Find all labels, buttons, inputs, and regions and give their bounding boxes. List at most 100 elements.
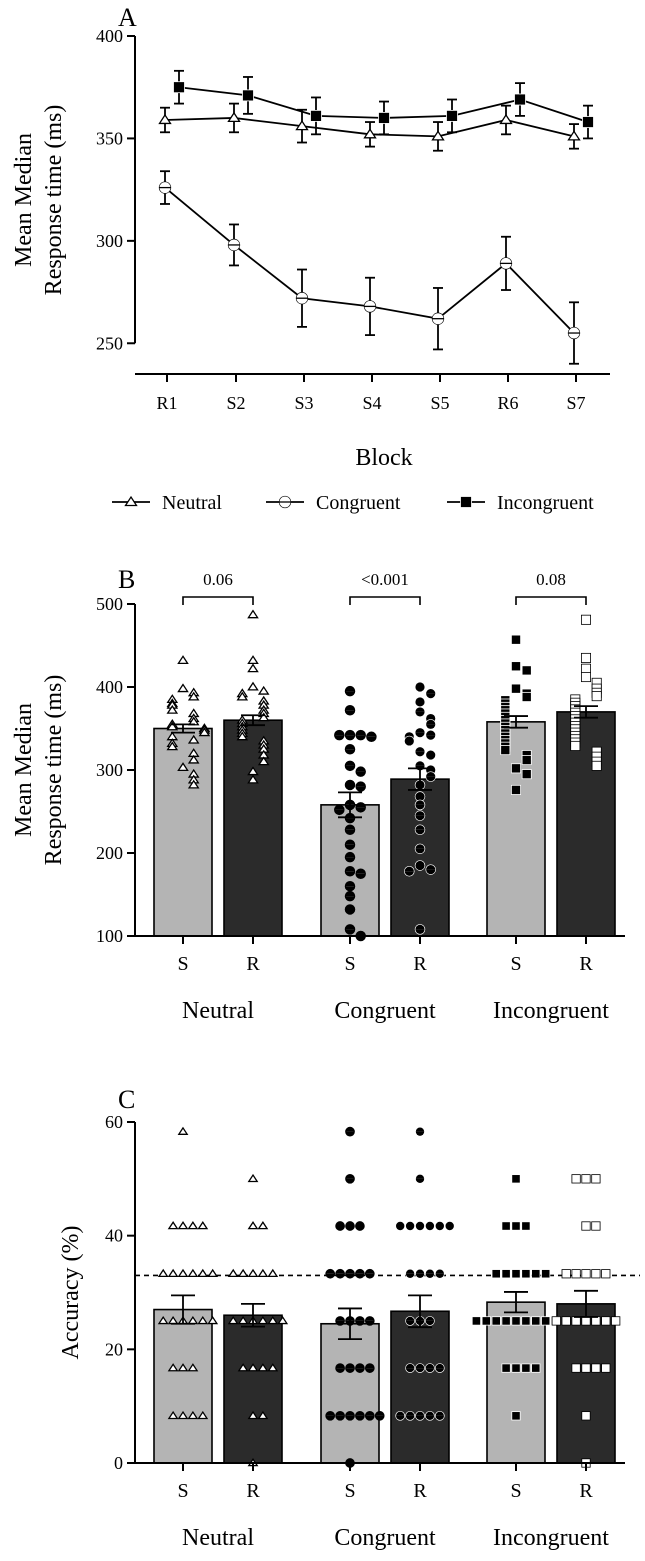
panel-c-data-point xyxy=(561,1316,571,1326)
panel-b-y-axis-title-line: Mean Median xyxy=(11,703,37,837)
panel-b-bar-label: S xyxy=(344,953,355,975)
panel-b-data-point xyxy=(177,762,189,772)
triangle-marker-icon xyxy=(158,113,172,125)
panel-c-y-tick-label: 0 xyxy=(114,1453,123,1473)
panel-b-data-point xyxy=(366,731,377,743)
circle-marker-half-icon xyxy=(415,865,425,871)
panel-b-data-point xyxy=(414,696,426,708)
panel-a-point-incongruent xyxy=(582,116,594,128)
panel-c-data-point xyxy=(571,1363,581,1373)
panel-b-data-point xyxy=(187,734,200,744)
panel-c-data-point xyxy=(167,1268,179,1278)
square-marker-icon xyxy=(501,1221,511,1231)
panel-c-data-point xyxy=(581,1174,591,1184)
panel-b-data-point xyxy=(581,672,592,683)
square-marker-icon xyxy=(481,1316,491,1326)
panel-b-data-point xyxy=(344,839,356,850)
triangle-marker-icon xyxy=(177,1363,189,1372)
panel-c-data-point xyxy=(257,1221,269,1230)
panel-b-data-point xyxy=(344,880,356,892)
circle-marker-half-icon xyxy=(335,1226,345,1231)
panel-b-label: B xyxy=(118,565,135,594)
panel-b-data-point xyxy=(257,685,270,695)
panel-a-y-tick-label: 400 xyxy=(96,26,123,46)
circle-marker-half-icon xyxy=(405,1363,415,1369)
panel-b-bar-neutral-r xyxy=(223,719,283,937)
panel-c-data-point xyxy=(601,1269,611,1279)
circle-marker-half-icon xyxy=(435,1415,444,1421)
panel-a-x-tick-label: S5 xyxy=(430,393,449,413)
circle-marker-half-icon xyxy=(415,829,425,835)
panel-c-data-point xyxy=(257,1410,269,1420)
circle-marker-half-icon xyxy=(335,1363,345,1369)
square-marker-icon xyxy=(173,81,185,94)
panel-c-data-point xyxy=(491,1316,501,1326)
panel-c-data-point xyxy=(177,1268,189,1278)
triangle-marker-icon xyxy=(257,1268,269,1278)
panel-b-data-point xyxy=(414,860,426,871)
panel-c-data-point xyxy=(257,1268,269,1278)
legend-marker-congruent xyxy=(278,495,292,509)
circle-marker-half-icon xyxy=(500,263,512,269)
panel-c-data-point xyxy=(197,1221,209,1230)
circle-marker-half-icon xyxy=(415,732,425,738)
panel-c-data-point xyxy=(247,1363,259,1372)
circle-marker-half-icon xyxy=(365,1411,374,1416)
panel-c-data-point xyxy=(374,1410,385,1421)
panel-c-data-point xyxy=(247,1268,259,1278)
triangle-marker-icon xyxy=(187,1410,199,1420)
panel-b-bar-label: S xyxy=(177,953,188,975)
circle-marker-half-icon xyxy=(345,866,355,872)
circle-marker-half-icon xyxy=(415,815,425,821)
triangle-marker-icon xyxy=(187,1221,199,1230)
triangle-marker-icon xyxy=(247,609,259,619)
circle-marker-half-icon xyxy=(432,313,444,319)
circle-marker-half-icon xyxy=(345,761,355,766)
panel-c-data-point xyxy=(247,1410,259,1420)
panel-b-data-point xyxy=(247,655,259,664)
circle-marker-half-icon xyxy=(415,687,425,692)
panel-c-data-point xyxy=(237,1363,249,1372)
panel-c-data-point xyxy=(167,1363,179,1372)
triangle-marker-icon xyxy=(567,130,581,141)
panel-c-data-point xyxy=(521,1269,531,1279)
panel-a-point-incongruent xyxy=(173,81,185,94)
panel-c-data-point xyxy=(521,1363,531,1373)
circle-marker-half-icon xyxy=(355,1368,365,1373)
panel-b-data-point xyxy=(425,688,436,699)
panel-c-data-point xyxy=(167,1221,179,1230)
circle-marker-half-icon xyxy=(355,1226,365,1231)
panel-a-point-neutral xyxy=(363,128,377,139)
triangle-marker-icon xyxy=(207,1268,219,1278)
triangle-marker-icon xyxy=(187,779,200,789)
panel-b-data-point xyxy=(570,740,581,751)
circle-marker-half-icon xyxy=(396,1221,405,1227)
panel-b-data-point xyxy=(591,760,602,771)
square-marker-icon xyxy=(541,1269,551,1279)
panel-a-point-incongruent xyxy=(378,112,390,124)
circle-marker-half-icon xyxy=(345,1415,355,1421)
circle-marker-half-icon xyxy=(435,1411,444,1416)
panel-c-data-point xyxy=(425,1410,435,1421)
square-marker-icon xyxy=(511,1411,521,1421)
panel-b-data-point xyxy=(404,866,415,877)
circle-marker-half-icon xyxy=(415,811,425,816)
circle-marker-half-icon xyxy=(335,1320,345,1326)
square-marker-icon xyxy=(591,691,602,702)
square-marker-icon xyxy=(581,663,592,674)
circle-marker-half-icon xyxy=(345,818,355,823)
panel-b-y-axis-title-line: Response time (ms) xyxy=(41,675,67,866)
panel-b-data-point xyxy=(344,779,356,791)
panel-c-y-tick-label: 60 xyxy=(105,1112,123,1132)
circle-marker-half-icon xyxy=(279,496,291,502)
panel-c-data-point xyxy=(591,1174,601,1184)
triangle-marker-icon xyxy=(187,691,200,701)
panel-c-data-point xyxy=(591,1221,601,1231)
panel-c-data-point xyxy=(434,1410,445,1421)
square-marker-icon xyxy=(571,1316,581,1326)
circle-marker-half-icon xyxy=(356,807,366,812)
square-marker-icon xyxy=(571,1363,581,1373)
triangle-marker-icon xyxy=(295,119,309,131)
circle-marker-half-icon xyxy=(415,697,425,702)
circle-marker-half-icon xyxy=(345,852,355,858)
